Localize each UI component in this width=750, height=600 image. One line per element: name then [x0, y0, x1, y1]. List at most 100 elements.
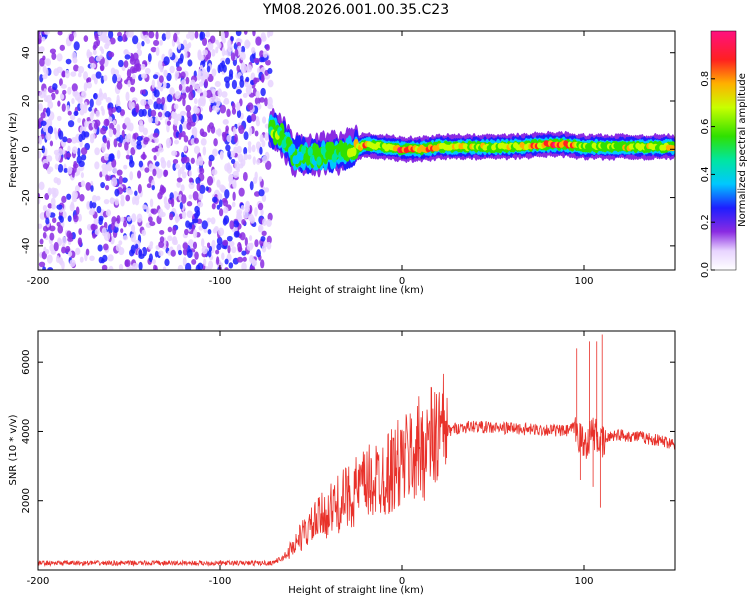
noise-cell	[107, 102, 114, 110]
noise-cell	[265, 59, 271, 66]
noise-cell	[230, 52, 236, 62]
noise-cell	[165, 138, 172, 147]
noise-cell	[69, 114, 76, 121]
noise-cell	[242, 209, 249, 219]
signal-cell	[342, 142, 348, 152]
noise-cell	[68, 232, 73, 240]
noise-cell	[225, 144, 231, 152]
noise-cell	[127, 80, 131, 88]
noise-cell	[193, 137, 199, 144]
noise-cell	[212, 227, 218, 234]
noise-cell	[80, 180, 86, 187]
noise-cell	[131, 213, 137, 223]
noise-cell	[47, 125, 54, 135]
noise-cell	[188, 31, 194, 37]
noise-cell	[228, 69, 234, 77]
noise-cell	[177, 41, 182, 50]
noise-cell	[136, 143, 142, 150]
noise-cell	[141, 108, 147, 117]
noise-cell	[70, 71, 77, 77]
noise-cell	[184, 228, 189, 236]
noise-cell	[157, 60, 163, 70]
noise-cell	[232, 170, 239, 179]
noise-cell	[110, 177, 118, 187]
colorbar: 0.0 0.2 0.4 0.6 0.8 Normalized spectral ampl…	[700, 30, 748, 278]
noise-cell	[103, 137, 108, 144]
noise-cell	[198, 54, 205, 61]
noise-cell	[115, 105, 122, 113]
noise-cell	[156, 97, 162, 105]
noise-cell	[79, 102, 85, 110]
noise-cell	[154, 115, 159, 125]
snr-y-label: SNR (10 * v/v)	[8, 414, 19, 485]
noise-cell	[221, 36, 226, 44]
noise-cell	[57, 225, 64, 234]
noise-cell	[44, 31, 51, 35]
noise-cell	[95, 71, 102, 79]
noise-cell	[253, 57, 260, 64]
noise-cell	[259, 50, 264, 58]
noise-cell	[69, 259, 76, 268]
noise-cell	[75, 206, 80, 215]
snr-xtick-label: -200	[27, 576, 50, 587]
noise-cell	[172, 159, 179, 164]
noise-cell	[218, 208, 224, 217]
noise-cell	[40, 120, 47, 127]
noise-cell	[216, 243, 222, 251]
noise-cell	[252, 176, 258, 184]
noise-cell	[206, 176, 214, 186]
noise-cell	[251, 259, 258, 267]
noise-cell	[221, 131, 227, 138]
colorbar-tick-label: 0.2	[700, 214, 711, 230]
noise-cell	[188, 170, 193, 177]
noise-cell	[77, 147, 81, 157]
noise-cell	[118, 175, 124, 185]
noise-cell	[78, 239, 82, 247]
noise-cell	[66, 137, 72, 144]
noise-cell	[73, 31, 77, 38]
signal-cell	[290, 143, 296, 153]
noise-cell	[140, 63, 146, 70]
noise-cell	[239, 75, 244, 82]
noise-cell	[38, 63, 41, 73]
spectrogram-y-ticks: -40 -20 0 20 40	[21, 46, 675, 254]
noise-cell	[169, 213, 174, 221]
noise-cell	[211, 68, 217, 77]
noise-cell	[53, 241, 59, 252]
noise-cell	[255, 90, 260, 99]
spectrogram-ytick-label: -20	[21, 189, 32, 205]
noise-cell	[129, 86, 136, 93]
noise-cell	[225, 57, 231, 65]
noise-cell	[181, 130, 186, 138]
noise-cell	[185, 86, 190, 93]
noise-cell	[233, 146, 238, 154]
noise-cell	[198, 99, 202, 107]
noise-cell	[158, 241, 165, 248]
noise-cell	[220, 57, 227, 63]
noise-cell	[223, 215, 230, 225]
noise-cell	[137, 184, 142, 194]
noise-cell	[91, 194, 98, 203]
noise-cell	[205, 89, 212, 99]
noise-cell	[243, 153, 249, 161]
noise-cell	[123, 220, 127, 228]
noise-cell	[116, 94, 120, 104]
noise-cell	[243, 131, 249, 141]
noise-cell	[95, 99, 102, 106]
noise-cell	[176, 177, 183, 183]
noise-cell	[260, 87, 266, 97]
noise-cell	[137, 170, 142, 179]
noise-cell	[252, 31, 256, 37]
noise-cell	[38, 192, 41, 199]
noise-cell	[199, 31, 204, 41]
noise-cell	[258, 189, 265, 197]
noise-cell	[163, 69, 168, 77]
noise-cell	[156, 170, 163, 179]
noise-cell	[103, 198, 110, 205]
noise-cell	[116, 215, 121, 224]
noise-cell	[103, 92, 108, 100]
noise-cell	[95, 110, 100, 118]
noise-cell	[180, 110, 187, 116]
noise-cell	[52, 217, 57, 224]
noise-cell	[157, 192, 163, 200]
